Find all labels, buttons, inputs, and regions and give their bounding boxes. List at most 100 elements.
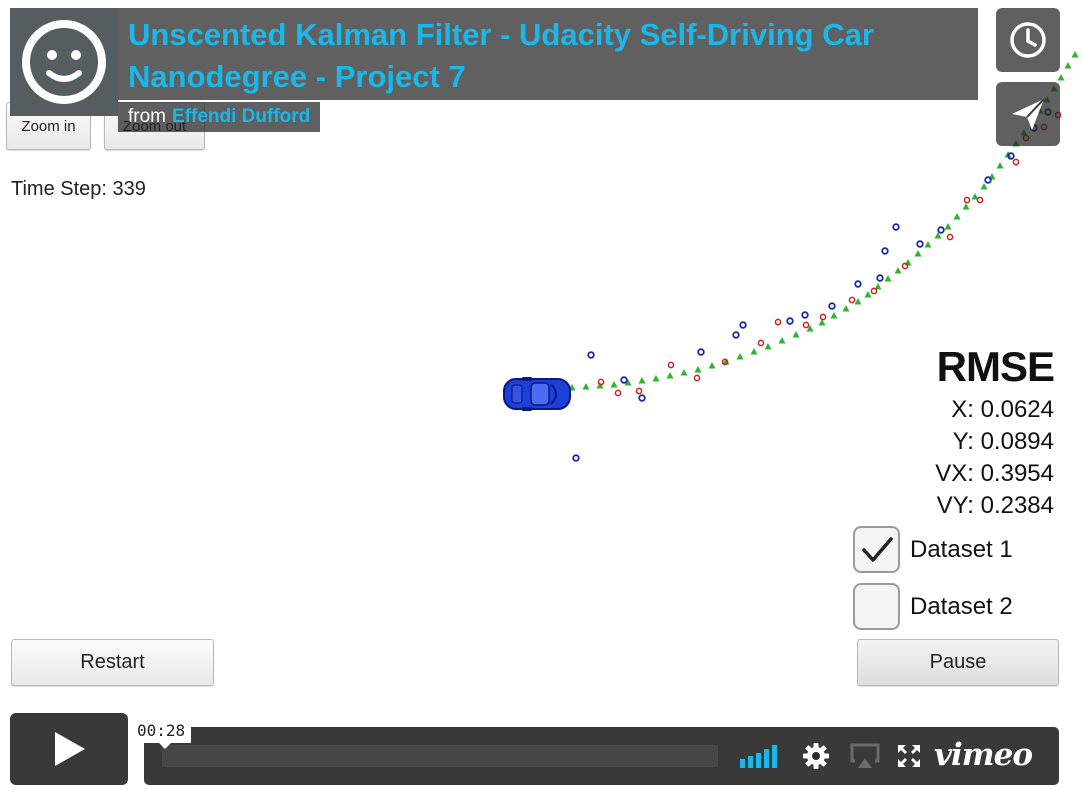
play-icon [55, 732, 85, 766]
estimate-marker [980, 183, 988, 190]
radar-marker [801, 311, 809, 319]
volume-button[interactable] [738, 741, 782, 771]
estimate-marker [1071, 51, 1079, 58]
estimate-marker [924, 241, 932, 248]
estimate-marker [680, 369, 688, 376]
estimate-marker [1064, 62, 1072, 69]
radar-markers [572, 108, 1052, 462]
lidar-marker [597, 378, 605, 386]
lidar-marker [693, 374, 701, 382]
byline: from Effendi Dufford [118, 102, 321, 132]
radar-marker [892, 223, 900, 231]
estimate-marker [944, 223, 952, 230]
rmse-vx: VX: 0.3954 [935, 460, 1054, 487]
estimate-marker [666, 372, 674, 379]
lidar-marker [1012, 158, 1020, 166]
estimate-marker [806, 325, 814, 332]
radar-marker [739, 321, 747, 329]
play-button[interactable] [10, 713, 128, 785]
estimate-marker [996, 162, 1004, 169]
radar-marker [572, 454, 580, 462]
radar-marker [587, 351, 595, 359]
estimate-marker [750, 348, 758, 355]
lidar-marker [774, 318, 782, 326]
watch-later-button[interactable] [996, 8, 1060, 72]
estimate-marker [624, 379, 632, 386]
dataset-2-label: Dataset 2 [910, 592, 1013, 620]
estimate-marker [914, 250, 922, 257]
rmse-x: X: 0.0624 [951, 396, 1054, 423]
estimate-marker [638, 377, 646, 384]
estimate-marker [854, 298, 862, 305]
radar-marker [828, 302, 836, 310]
estimate-marker [884, 275, 892, 282]
estimate-marker [792, 331, 800, 338]
lidar-marker [757, 339, 765, 347]
airplay-icon [850, 743, 880, 768]
rmse-y: Y: 0.0894 [952, 428, 1054, 455]
dataset-1-label: Dataset 1 [910, 535, 1013, 563]
title-bar [10, 8, 978, 100]
share-button[interactable] [996, 82, 1060, 146]
estimate-marker [778, 337, 786, 344]
estimate-marker [842, 305, 850, 312]
estimate-marker [953, 213, 961, 220]
smiley-face-icon [22, 20, 106, 104]
estimate-marker [1057, 74, 1065, 81]
radar-marker [620, 376, 628, 384]
from-label: from [128, 106, 166, 127]
airplay-button[interactable] [848, 741, 882, 771]
estimate-marker [764, 343, 772, 350]
restart-button[interactable]: Restart [11, 639, 214, 686]
estimate-marker [830, 312, 838, 319]
author-avatar[interactable] [10, 8, 118, 116]
radar-marker [854, 280, 862, 288]
author-link[interactable]: Effendi Dufford [172, 106, 311, 127]
radar-marker [876, 274, 884, 282]
vimeo-logo[interactable]: vimeo [934, 737, 1033, 773]
dataset-2-option[interactable]: Dataset 2 [853, 583, 1013, 630]
paper-plane-icon [1012, 98, 1045, 130]
video-title-link[interactable]: Unscented Kalman Filter - Udacity Self-D… [128, 17, 874, 94]
estimate-marker [874, 283, 882, 290]
lidar-marker [901, 262, 909, 270]
estimate-marker [582, 383, 590, 390]
time-step-label: Time Step: 339 [11, 178, 146, 200]
estimate-marker [596, 382, 604, 389]
radar-marker [984, 176, 992, 184]
dataset-1-checkbox[interactable] [853, 526, 900, 573]
radar-marker [732, 331, 740, 339]
radar-marker [697, 348, 705, 356]
lidar-marker [946, 233, 954, 241]
estimate-marker [708, 362, 716, 369]
lidar-marker [667, 361, 675, 369]
progress-bar[interactable] [162, 745, 718, 767]
radar-marker [881, 247, 889, 255]
lidar-marker [963, 196, 971, 204]
estimate-marker [694, 366, 702, 373]
lidar-marker [870, 287, 878, 295]
estimate-marker [818, 319, 826, 326]
lidar-marker [721, 358, 729, 366]
dataset-1-option[interactable]: Dataset 1 [853, 526, 1013, 573]
pause-button[interactable]: Pause [857, 639, 1059, 686]
estimate-marker [894, 267, 902, 274]
rmse-panel: RMSE X: 0.0624 Y: 0.0894 VX: 0.3954 VY: … [935, 340, 1055, 522]
fullscreen-icon [898, 745, 920, 767]
estimate-marker [610, 381, 618, 388]
settings-button[interactable] [800, 741, 832, 771]
fullscreen-button[interactable] [894, 741, 924, 771]
estimate-marker [934, 232, 942, 239]
dataset-2-checkbox[interactable] [853, 583, 900, 630]
car-icon [503, 377, 571, 411]
estimate-marker [736, 353, 744, 360]
radar-marker [1007, 152, 1015, 160]
rmse-title: RMSE [936, 343, 1055, 390]
lidar-marker [848, 296, 856, 304]
checkmark-icon [861, 536, 893, 562]
radar-marker [937, 226, 945, 234]
lidar-marker [614, 389, 622, 397]
estimate-marker [652, 375, 660, 382]
radar-marker [916, 240, 924, 248]
clock-icon [1010, 22, 1046, 58]
